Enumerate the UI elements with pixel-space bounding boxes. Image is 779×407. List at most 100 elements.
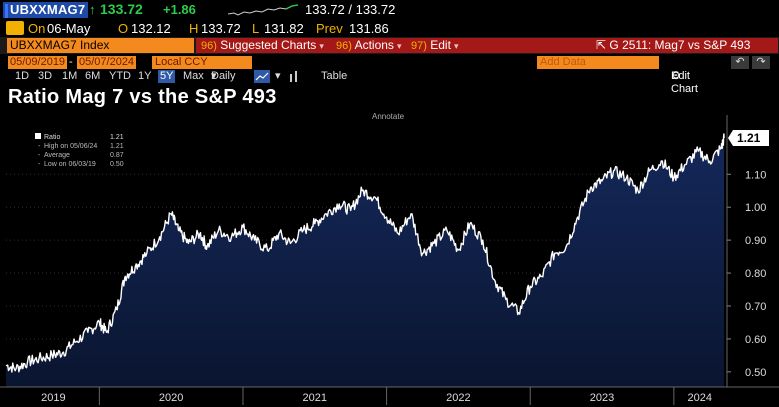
low-value: 131.82: [264, 21, 304, 36]
price-change: +1.86: [163, 2, 196, 17]
x-tick-label: 2022: [446, 392, 470, 404]
quote-bar: UBXXMAG7 ↑ 133.72 +1.86 133.72 / 133.72: [0, 0, 779, 20]
legend-value-high: 1.21: [110, 143, 124, 150]
legend-marker-average: -: [38, 152, 41, 159]
toolbar-menu-bar: [196, 38, 778, 53]
period-1d[interactable]: 1D: [15, 70, 30, 82]
add-data-input[interactable]: Add Data: [537, 56, 659, 69]
toolbar: UBXXMAG7 Index 96) Suggested Charts ▾ 96)…: [0, 37, 779, 54]
legend-value-average: 0.87: [110, 152, 124, 159]
y-tick-label: 0.60: [745, 334, 766, 346]
x-axis: 2019 2020 2021 2022 2023 2024: [0, 386, 779, 405]
open-label: O: [118, 21, 129, 36]
legend-label-low: Low on 06/03/19: [44, 161, 96, 168]
market-status-icon: [6, 21, 24, 35]
legend-label-high: High on 05/06/24: [44, 143, 97, 150]
period-ytd[interactable]: YTD: [109, 70, 131, 82]
chevron-down-icon: ▾: [396, 41, 402, 51]
on-date: 06-May: [47, 21, 91, 36]
chart-type-chevron-icon[interactable]: ▾: [275, 70, 281, 82]
last-value-tag-shape: [728, 130, 769, 147]
bid-ask: 133.72 / 133.72: [305, 2, 396, 17]
external-link-icon: ⇱: [596, 38, 607, 52]
date-range-bar: 05/09/2019 - 05/07/2024 Local CCY Add Da…: [0, 56, 779, 70]
sparkline-icon: [228, 4, 299, 16]
suggested-charts-menu[interactable]: 96) Suggested Charts ▾: [201, 38, 324, 53]
x-tick-label: 2024: [687, 392, 711, 404]
ratio-area-fill: [6, 134, 725, 387]
chevron-down-icon: ▾: [319, 41, 324, 51]
y-axis: 0.50 0.60 0.70 0.80 0.90 1.00 1.10: [726, 115, 766, 387]
period-bar: 1D 3D 1M 6M YTD 1Y 5Y Max Daily ▾ ▾ Tabl…: [0, 70, 779, 95]
table-button[interactable]: Table: [321, 70, 348, 82]
actions-number: 96): [336, 40, 352, 52]
gear-icon: ⚙: [671, 70, 681, 82]
legend-marker-high: -: [38, 143, 41, 150]
chevron-down-icon: ▾: [211, 70, 217, 82]
chart-legend: Ratio 1.21 - High on 05/06/24 1.21 - Ave…: [35, 133, 124, 168]
legend-label-average: Average: [44, 152, 70, 159]
chevron-down-icon: ▾: [453, 41, 459, 51]
edit-number: 97): [411, 40, 427, 52]
annotate-label[interactable]: Annotate: [372, 112, 405, 121]
chart-title: Ratio Mag 7 vs the S&P 493: [8, 86, 277, 108]
actions-label: Actions: [354, 38, 394, 52]
y-tick-label: 0.90: [745, 235, 766, 247]
redo-button[interactable]: ↷: [752, 56, 770, 69]
edit-chart-label: Edit Chart: [671, 70, 698, 95]
bar-chart-icon[interactable]: [289, 71, 299, 82]
index-name-field[interactable]: UBXXMAG7 Index: [7, 38, 194, 53]
last-value-label: 1.21: [737, 131, 761, 145]
y-tick-label: 0.80: [745, 268, 766, 280]
info-bar: On 06-May O 132.12 H 133.72 L 131.82 Pre…: [0, 20, 779, 37]
y-tick-label: 1.00: [745, 202, 766, 214]
date-separator: -: [69, 56, 73, 68]
actions-menu[interactable]: 96) Actions ▾: [336, 38, 401, 53]
up-arrow-icon: ↑: [89, 2, 96, 17]
x-tick-label: 2020: [159, 392, 183, 404]
legend-value-ratio: 1.21: [110, 134, 124, 141]
prev-value: 131.86: [349, 21, 389, 36]
y-tick-label: 0.70: [745, 301, 766, 313]
edit-label: Edit: [430, 38, 451, 52]
chart-id[interactable]: ⇱ G 2511: Mag7 vs S&P 493: [596, 38, 750, 53]
ratio-series-line: [5, 133, 725, 373]
ticker-marker: [5, 3, 8, 18]
end-date-input[interactable]: 05/07/2024: [77, 56, 137, 69]
last-value-tag: 1.21: [728, 130, 769, 147]
period-3d[interactable]: 3D: [38, 70, 53, 82]
line-chart-icon[interactable]: [254, 70, 270, 83]
period-1m[interactable]: 1M: [62, 70, 78, 82]
ticker-field[interactable]: UBXXMAG7: [3, 2, 89, 18]
high-label: H: [189, 21, 199, 36]
period-max[interactable]: Max: [183, 70, 204, 82]
ticker-symbol: UBXXMAG7: [10, 2, 86, 17]
edit-menu[interactable]: 97) Edit ▾: [411, 38, 458, 53]
chart-id-label: G 2511: Mag7 vs S&P 493: [609, 38, 751, 52]
last-price: 133.72: [100, 1, 143, 17]
frequency-label: Daily: [211, 70, 236, 82]
x-tick-label: 2019: [41, 392, 65, 404]
on-label: On: [28, 21, 46, 36]
high-value: 133.72: [201, 21, 241, 36]
currency-select[interactable]: Local CCY: [152, 56, 252, 69]
low-label: L: [252, 21, 260, 36]
legend-marker-low: -: [38, 161, 41, 168]
y-tick-label: 1.10: [745, 169, 766, 181]
period-5y[interactable]: 5Y: [158, 70, 176, 83]
prev-label: Prev: [316, 21, 343, 36]
period-6m[interactable]: 6M: [85, 70, 101, 82]
undo-button[interactable]: ↶: [731, 56, 749, 69]
x-tick-label: 2021: [303, 392, 327, 404]
x-tick-label: 2023: [590, 392, 614, 404]
legend-value-low: 0.50: [110, 161, 124, 168]
start-date-input[interactable]: 05/09/2019: [8, 56, 68, 69]
period-1y[interactable]: 1Y: [138, 70, 152, 82]
y-tick-label: 0.50: [745, 367, 766, 379]
ratio-chart[interactable]: 0.50 0.60 0.70 0.80 0.90 1.00 1.10 2019 2020 202…: [0, 107, 779, 407]
legend-swatch-ratio: [35, 133, 41, 139]
suggested-charts-number: 96): [201, 40, 217, 52]
open-value: 132.12: [131, 21, 171, 36]
legend-label-ratio: Ratio: [44, 134, 60, 141]
suggested-charts-label: Suggested Charts: [220, 38, 317, 52]
